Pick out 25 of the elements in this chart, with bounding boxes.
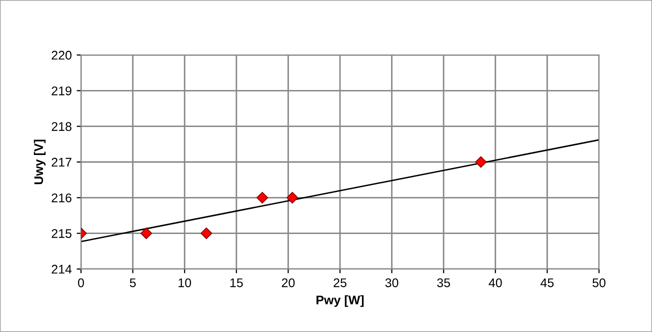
x-tick-label: 50 [592, 278, 606, 288]
y-tick-label: 215 [52, 229, 72, 238]
x-tick-label: 5 [130, 278, 136, 288]
x-tick-label: 35 [437, 278, 450, 288]
point [475, 156, 487, 168]
x-tick-label: 15 [230, 278, 243, 288]
point [140, 228, 152, 240]
y-tick-label: 217 [52, 158, 72, 167]
point [256, 192, 268, 204]
x-tick-label: 20 [282, 278, 295, 288]
x-tick-label: 10 [178, 278, 192, 288]
x-tick-label: 25 [334, 278, 346, 288]
x-axis-title: Pwy [W] [316, 295, 364, 307]
y-tick-label: 214 [52, 264, 72, 274]
y-axis-title: Uwy [V] [34, 140, 46, 184]
x-tick-label: 40 [488, 278, 502, 288]
point [200, 228, 212, 240]
y-tick-label: 216 [52, 193, 72, 202]
y-tick-label: 218 [52, 122, 72, 131]
point [286, 192, 298, 204]
y-tick-label: 219 [52, 86, 72, 96]
x-tick-label: 45 [540, 278, 554, 288]
x-tick-label: 0 [78, 278, 84, 288]
y-tick-label: 220 [52, 50, 72, 60]
x-tick-label: 30 [385, 278, 398, 288]
